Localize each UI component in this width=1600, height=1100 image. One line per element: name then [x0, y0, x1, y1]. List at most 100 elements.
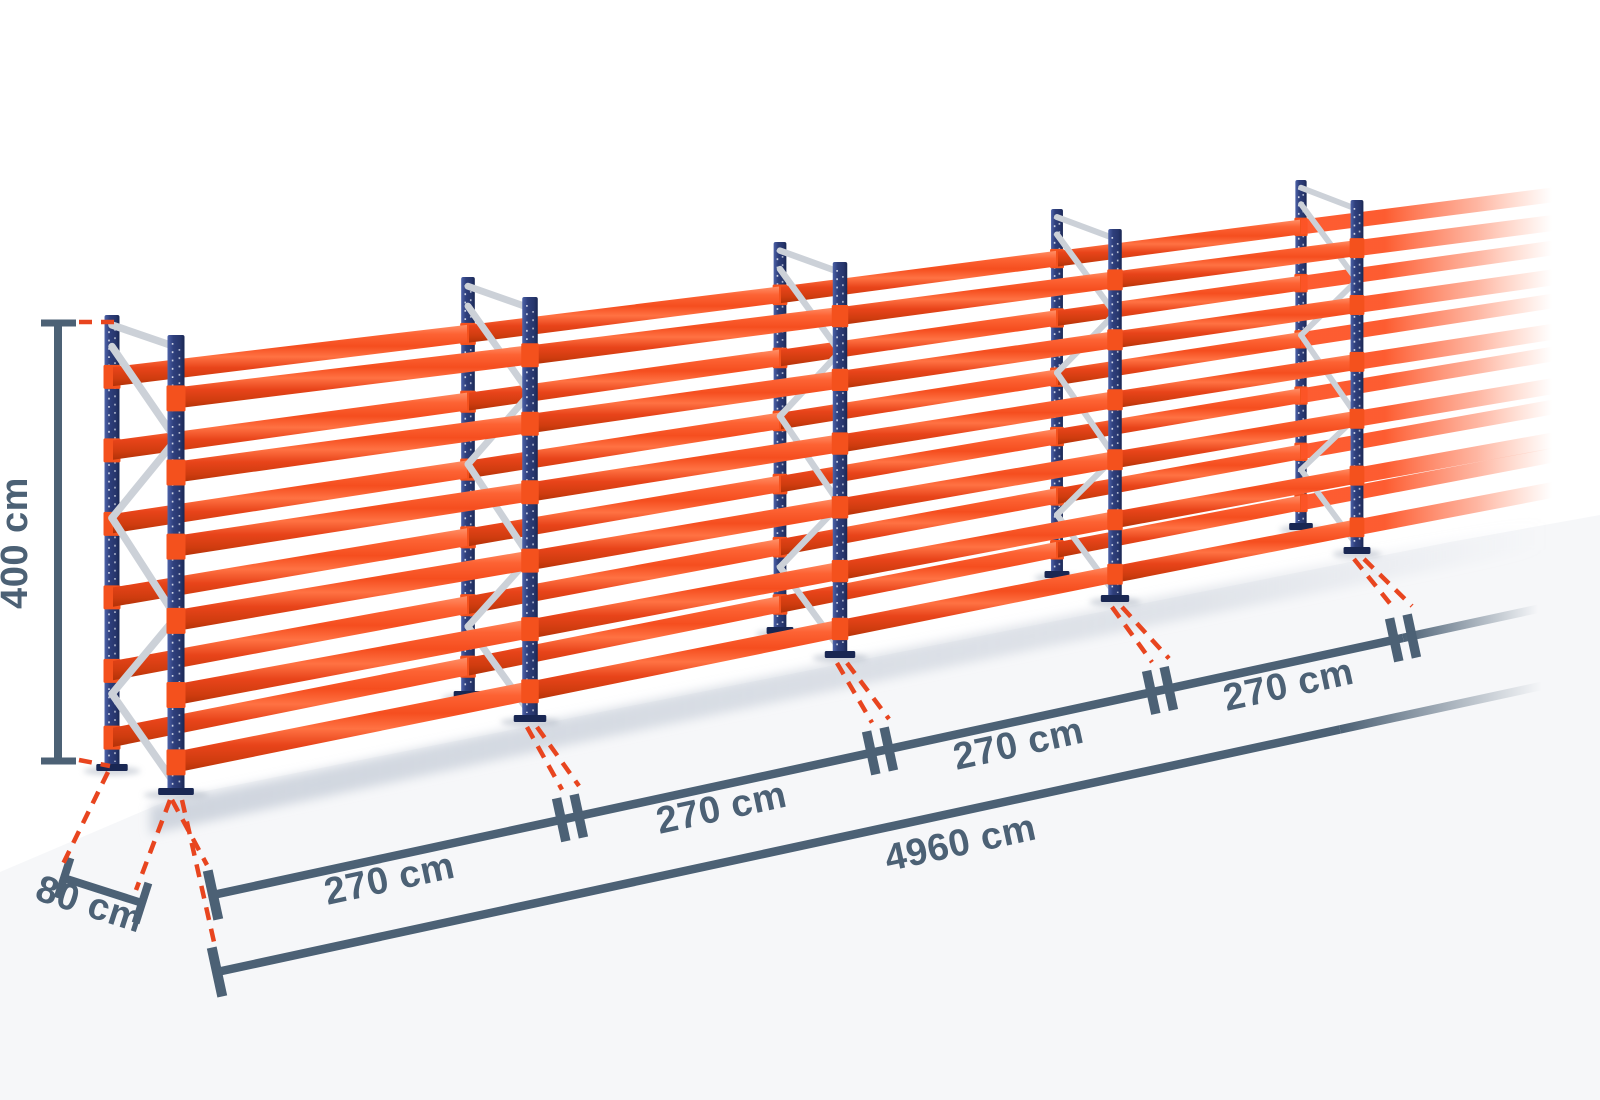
- cross-brace: [1053, 214, 1119, 242]
- foot-plate: [513, 715, 547, 722]
- pallet-beam: [1116, 519, 1356, 583]
- leader-line: [133, 799, 173, 891]
- pallet-beam: [177, 345, 529, 409]
- beam-connector: [1107, 449, 1123, 471]
- beam-connector: [1107, 563, 1123, 585]
- leader-line: [1352, 557, 1397, 612]
- pallet-beam-extension: [1357, 316, 1600, 371]
- beam-connector: [831, 304, 849, 328]
- pallet-beam: [177, 482, 529, 557]
- pallet-beam: [841, 565, 1114, 638]
- dimension-tick: [131, 881, 153, 925]
- pallet-beam: [1116, 467, 1356, 529]
- pallet-beam: [841, 331, 1114, 389]
- cross-brace: [776, 265, 844, 356]
- beam-connector: [166, 607, 186, 634]
- dimension-tick: [569, 793, 589, 839]
- rear-beam-extension: [1301, 438, 1600, 511]
- foot-plate: [158, 788, 194, 795]
- foot-plate: [1289, 523, 1313, 530]
- dimension-line: [212, 633, 1404, 900]
- front-post: [167, 335, 185, 793]
- leader-line: [170, 798, 209, 867]
- dimension-layer: [41, 319, 1543, 998]
- rear-beam: [113, 657, 467, 747]
- pallet-beam: [531, 498, 839, 571]
- rear-post: [1295, 180, 1307, 528]
- beam-connector: [1107, 269, 1123, 291]
- beam-connector: [166, 681, 186, 708]
- dimension-tick: [206, 946, 228, 998]
- pallet-beam: [1116, 297, 1356, 349]
- beam-connector: [166, 533, 186, 560]
- beam-connector: [1107, 389, 1123, 411]
- floor: [0, 515, 1600, 1100]
- dimension-tick: [1402, 613, 1422, 659]
- beam-connector: [1349, 408, 1365, 429]
- beam-connector: [831, 496, 849, 519]
- rear-beam: [469, 538, 779, 614]
- leader-line: [1120, 605, 1171, 661]
- pallet-beam: [841, 451, 1114, 517]
- dimension-tick: [1384, 617, 1404, 663]
- dimension-tick: [202, 869, 224, 921]
- pallet-beam: [531, 434, 839, 502]
- pallet-beam: [1116, 353, 1356, 409]
- dimension-tick: [861, 730, 881, 776]
- beam-connector: [521, 411, 539, 436]
- beam-connector: [166, 385, 186, 412]
- dimension-line: [62, 874, 144, 907]
- beam-connector: [166, 749, 186, 776]
- cross-brace: [108, 435, 180, 522]
- pallet-beam: [841, 271, 1114, 326]
- leader-line: [179, 799, 217, 943]
- beam-connector: [1349, 517, 1365, 538]
- dimension-line-fade: [1402, 604, 1539, 643]
- beam-connector: [521, 617, 539, 642]
- rear-beam-extension: [1301, 391, 1600, 460]
- beam-connector: [1349, 465, 1365, 486]
- rear-beam: [469, 349, 779, 411]
- pallet-beam: [531, 306, 839, 365]
- rear-beam: [469, 475, 779, 547]
- pallet-beam: [1116, 410, 1356, 469]
- cross-brace: [1053, 231, 1119, 317]
- beam-connector: [831, 617, 849, 641]
- pallet-beam: [841, 511, 1114, 580]
- rear-beam: [781, 428, 1056, 493]
- leader-line: [57, 771, 111, 871]
- dimension-tick: [551, 797, 571, 843]
- dimension-line: [216, 725, 1341, 977]
- beam-connector: [166, 459, 186, 486]
- leader-line: [525, 725, 564, 791]
- rack-layer: [96, 180, 1600, 795]
- pallet-beam: [531, 370, 839, 434]
- rear-beam: [781, 369, 1056, 430]
- cross-brace: [464, 460, 534, 561]
- pallet-beam: [177, 681, 529, 773]
- cross-brace: [776, 412, 844, 508]
- pallet-beam-extension: [1357, 370, 1600, 427]
- pallet-beam: [1116, 240, 1356, 289]
- leader-line: [535, 725, 581, 788]
- leader-line: [1110, 605, 1154, 664]
- rear-beam: [113, 596, 467, 681]
- leader-line: [78, 757, 111, 769]
- dimension-tick: [53, 856, 75, 900]
- beam-connector: [521, 548, 539, 573]
- rack-floor-shadow: [150, 518, 1560, 834]
- beam-connector: [1349, 351, 1365, 372]
- pallet-beam: [177, 413, 529, 483]
- rear-beam: [469, 412, 779, 479]
- pallet-beam: [177, 619, 529, 705]
- rear-beam-extension: [1301, 338, 1600, 404]
- rear-beam-extension: [1301, 233, 1600, 291]
- rear-beam-extension: [1301, 181, 1600, 235]
- beam-connector: [1107, 329, 1123, 351]
- pallet-beam: [841, 391, 1114, 453]
- cross-brace: [1298, 201, 1360, 284]
- cross-brace: [1298, 332, 1360, 420]
- cross-brace: [108, 690, 180, 790]
